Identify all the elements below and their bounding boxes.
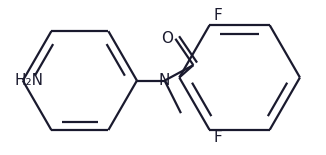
- Text: O: O: [161, 31, 173, 46]
- Text: F: F: [214, 8, 222, 23]
- Text: F: F: [214, 131, 222, 145]
- Text: H₂N: H₂N: [15, 73, 44, 88]
- Text: N: N: [159, 73, 170, 88]
